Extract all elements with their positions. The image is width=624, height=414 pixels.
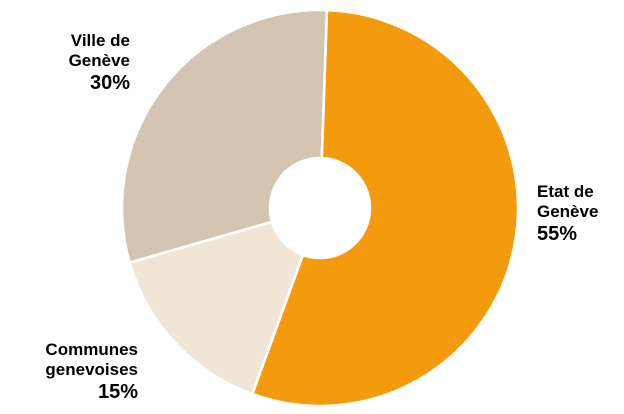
slice-etat-de-geneve [250,8,520,408]
label-ville-line2: Genève [68,51,130,71]
label-communes-line2: genevoises [45,360,138,380]
slice-communes-genevoises [128,220,305,396]
label-etat-line1: Etat de [537,182,594,201]
slice-ville-de-geneve [120,8,329,264]
label-communes-percent: 15% [97,380,138,403]
label-ville-line1: Ville de [70,31,130,50]
label-ville-percent: 30% [89,71,130,94]
label-communes-line1: Communes [45,340,138,359]
label-etat-line2: Genève [537,202,599,222]
label-etat-de-geneve: Etat de Genève 55% [537,182,598,245]
label-communes-genevoises: Communes genevoises 15% [45,340,138,403]
label-etat-percent: 55% [537,222,578,245]
label-ville-de-geneve: Ville de Genève 30% [69,31,130,94]
